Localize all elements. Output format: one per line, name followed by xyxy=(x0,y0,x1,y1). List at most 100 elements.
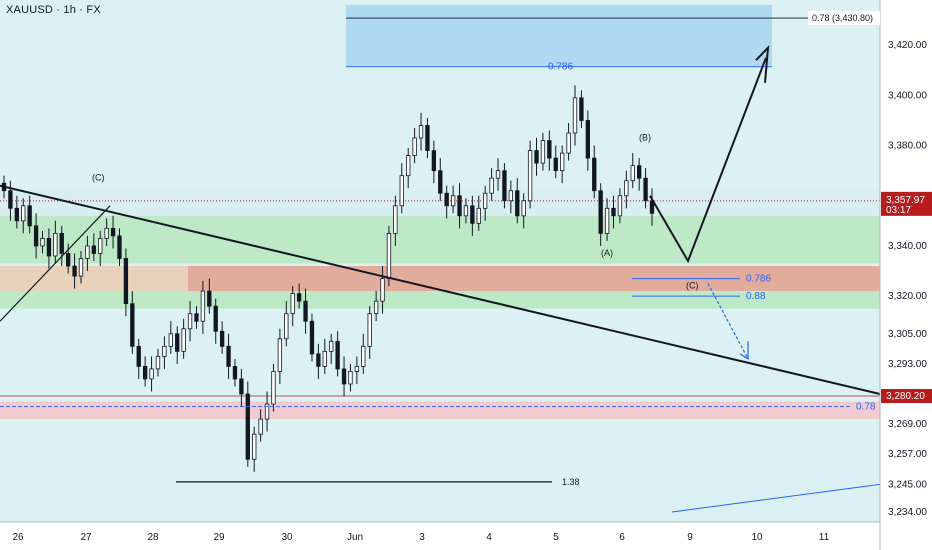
candle-up xyxy=(406,155,411,177)
y-tick-label: 3,305.00 xyxy=(888,329,927,340)
trendline-bottom xyxy=(671,483,881,513)
y-tick-label: 3,257.00 xyxy=(888,449,927,460)
candle-up xyxy=(527,150,533,202)
candle-down xyxy=(335,340,340,370)
candle-up xyxy=(85,245,90,259)
y-tick-label: 3,380.00 xyxy=(888,141,927,152)
candle-up xyxy=(495,170,501,179)
trendline-left xyxy=(0,205,111,322)
candle-down xyxy=(643,177,648,202)
candle-down xyxy=(142,366,148,380)
candle-down xyxy=(14,207,19,222)
candle-down xyxy=(27,205,32,227)
candle-down xyxy=(303,300,308,322)
last-price-tag-bg xyxy=(881,191,932,216)
candle-down xyxy=(444,192,449,207)
candle-up xyxy=(399,175,404,207)
candle-up xyxy=(361,345,366,367)
wave-label-c-right: (C) xyxy=(686,281,699,291)
alt-path xyxy=(707,283,749,360)
candle-down xyxy=(585,120,591,159)
candle-up xyxy=(284,313,289,340)
candle-down xyxy=(637,165,642,179)
candle-down xyxy=(8,190,13,209)
candle-up xyxy=(489,177,494,194)
candle-up xyxy=(168,333,173,347)
countdown-tag: 03:17 xyxy=(886,205,911,216)
candle-up xyxy=(572,97,578,134)
candle-down xyxy=(123,258,129,305)
candle-up xyxy=(566,132,571,154)
candle-up xyxy=(560,152,565,172)
candle-down xyxy=(296,293,302,302)
candle-up xyxy=(149,368,154,380)
candle-down xyxy=(33,225,39,247)
wave-label-b: (B) xyxy=(639,133,651,143)
candle-up xyxy=(258,418,263,435)
candle-down xyxy=(72,265,77,277)
zone-tan xyxy=(0,266,188,292)
projection-arrowhead xyxy=(755,44,770,83)
candle-up xyxy=(540,140,546,164)
candle-up xyxy=(181,328,186,352)
fib-138-label: 1.38 xyxy=(562,477,580,487)
candle-up xyxy=(290,293,295,315)
candle-down xyxy=(425,125,430,151)
candle-down xyxy=(470,205,475,224)
x-tick-label: 6 xyxy=(619,532,625,543)
candle-down xyxy=(534,150,539,164)
candle-up xyxy=(322,350,327,367)
candle-up xyxy=(252,433,257,460)
zone-pink xyxy=(0,401,880,420)
y-tick-label: 3,245.00 xyxy=(888,479,927,490)
y-tick-label: 3,234.00 xyxy=(888,507,927,518)
candle-down xyxy=(110,227,116,237)
zone-salmon xyxy=(188,266,880,292)
x-tick-label: 28 xyxy=(147,532,159,543)
candle-down xyxy=(341,368,347,385)
candle-up xyxy=(508,190,514,202)
candle-down xyxy=(136,345,141,367)
candle-down xyxy=(598,190,603,234)
candle-up xyxy=(21,205,26,222)
candle-down xyxy=(213,305,218,332)
candle-up xyxy=(604,207,610,234)
candle-down xyxy=(219,330,225,347)
fib-088-label: 0.88 xyxy=(746,291,766,302)
fib-0786-top-label: 0.786 xyxy=(548,62,573,73)
candle-up xyxy=(53,232,58,257)
candle-up xyxy=(348,371,353,385)
y-tick-label: 3,340.00 xyxy=(888,241,927,252)
candle-down xyxy=(592,157,597,192)
candle-down xyxy=(438,170,443,194)
candle-down xyxy=(547,140,552,159)
candle-up xyxy=(624,180,629,197)
candle-down xyxy=(457,195,462,217)
candle-up xyxy=(155,355,161,370)
zone-blue_target xyxy=(346,5,772,68)
y-tick-label: 3,320.00 xyxy=(888,291,927,302)
symbol-label: XAUUSD · 1h · FX xyxy=(6,4,101,16)
candle-down xyxy=(117,235,122,259)
candle-up xyxy=(630,165,635,182)
fib-0786-mid-label: 0.786 xyxy=(746,274,771,285)
candle-up xyxy=(483,192,488,209)
candle-up xyxy=(463,205,469,217)
x-tick-label: 26 xyxy=(12,532,24,543)
candle-down xyxy=(232,366,238,380)
x-tick-label: 27 xyxy=(80,532,92,543)
wave-label-c-left: (C) xyxy=(92,173,105,183)
candle-up xyxy=(40,238,45,247)
candle-down xyxy=(59,232,64,254)
top-fib-tag: 0.78 (3,430.80) xyxy=(812,13,873,23)
candle-up xyxy=(98,238,103,254)
wave-label-a: (A) xyxy=(601,248,613,258)
candle-up xyxy=(450,195,456,207)
candle-up xyxy=(354,366,360,372)
candle-down xyxy=(130,303,135,347)
candle-down xyxy=(226,345,231,367)
candle-down xyxy=(194,313,199,322)
zone-green xyxy=(0,215,880,264)
